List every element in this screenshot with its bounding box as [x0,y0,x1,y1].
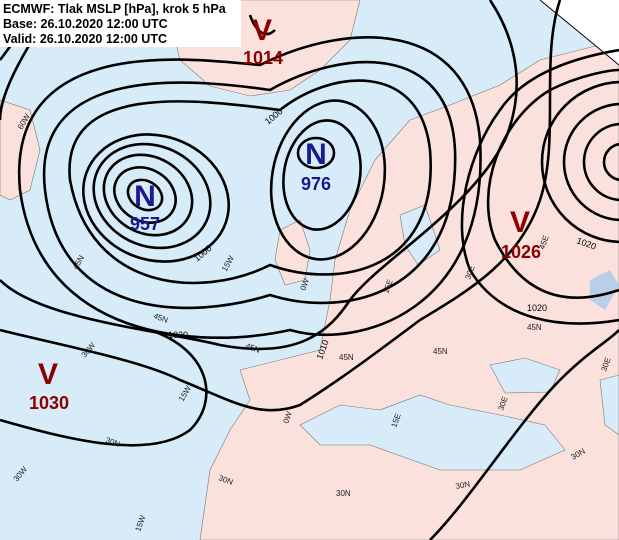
center-value: 976 [301,174,331,194]
header-line: Base: 26.10.2020 12:00 UTC [3,17,168,31]
center-symbol: V [252,14,272,47]
center-value: 1030 [29,393,69,413]
header-box [0,0,241,47]
pressure-centers: V 1014 N 957 N 976 V 1026 V 1030 [29,14,541,413]
grid-label: 30N [455,480,471,491]
grid-label: 45N [527,323,542,332]
grid-label: 45N [433,347,448,356]
center-symbol: V [510,206,530,239]
center-value: 1026 [501,242,541,262]
header: ECMWF: Tlak MSLP [hPa], krok 5 hPa Base:… [0,0,241,47]
grid-label: 0W [298,277,311,292]
grid-label: 30N [336,489,351,498]
center-symbol: N [305,138,327,171]
isobar-label: 1020 [168,330,188,340]
center-value: 1014 [243,48,283,68]
header-line: Valid: 26.10.2020 12:00 UTC [3,32,167,46]
header-line: ECMWF: Tlak MSLP [hPa], krok 5 hPa [3,2,227,16]
center-symbol: N [134,180,156,213]
grid-label: 0W [281,410,294,425]
grid-label: 45N [339,353,354,362]
isobar-label: 1020 [527,303,547,313]
center-symbol: V [38,358,58,391]
center-value: 957 [130,214,160,234]
